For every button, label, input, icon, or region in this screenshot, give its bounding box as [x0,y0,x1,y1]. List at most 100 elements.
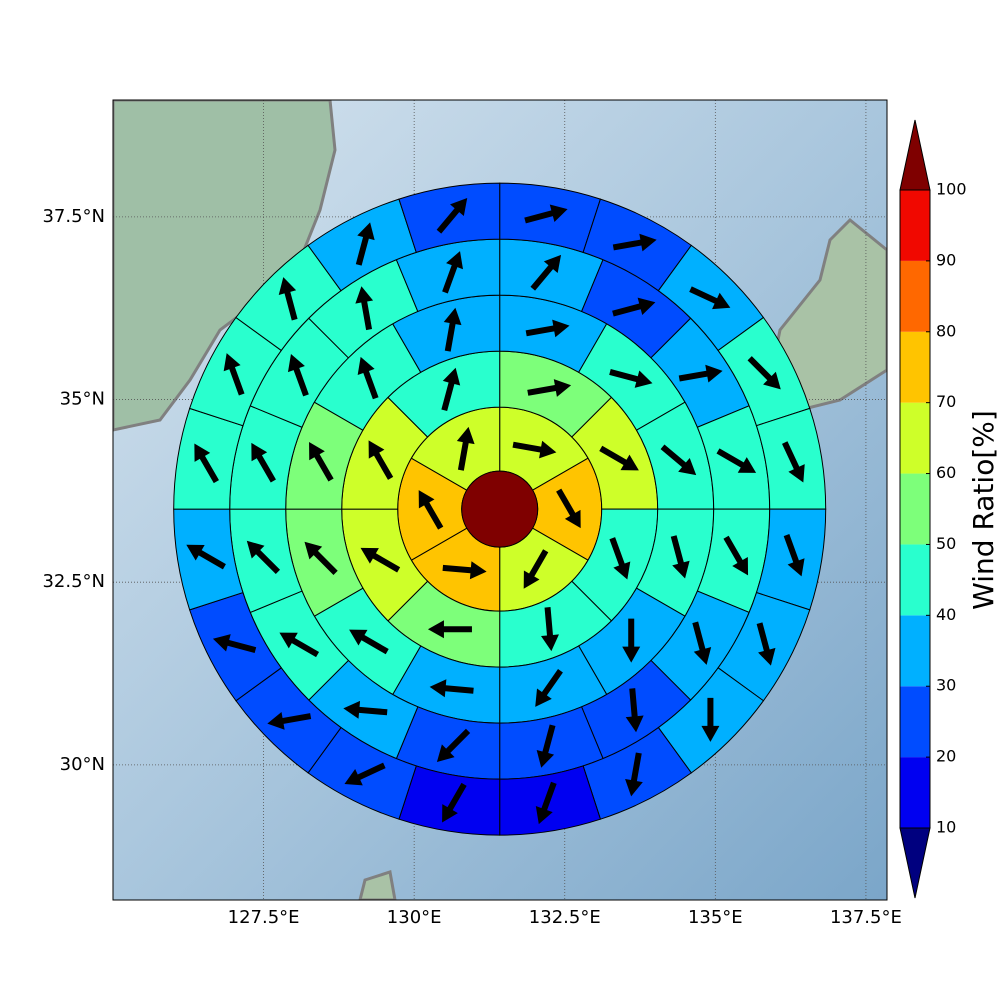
colorbar-tick-label: 90 [936,250,956,269]
wind-arrow [355,286,374,331]
wind-arrow [418,490,444,530]
colorbar-tick-label: 50 [936,534,956,553]
colorbar-bin [900,190,930,261]
wind-arrow [701,697,720,742]
wind-arrow [441,367,461,412]
axes-frame [112,99,888,901]
wind-arrow [267,712,312,730]
wind-arrow [442,782,467,823]
wind-arrow [523,549,549,589]
colorbar-tick-label: 100 [936,180,967,199]
wind-arrow [442,251,463,294]
x-tick-label: 137.5°E [830,907,902,928]
colorbar-tick-label: 70 [936,392,956,411]
wind-arrow [304,541,338,575]
colorbar-bin [900,544,930,616]
wind-arrow [747,356,781,390]
wind-arrow [355,222,375,266]
wind-arrow [783,534,805,577]
wind-arrow [536,724,556,768]
wind-arrow [287,354,309,397]
ticks: 127.5°E 130°E 132.5°E 135°E 137.5°E 30°N 32.5°… [42,206,901,928]
wind-arrow [599,445,639,471]
wind-arrow [442,561,487,580]
wind-arrow [524,204,568,224]
wind-arrow [309,441,334,482]
wind-arrow [612,297,656,317]
colorbar-label: Wind Ratio[%] [967,410,1000,610]
wind-arrow [678,364,723,383]
colorbar-tick-label: 80 [936,321,956,340]
wind-arrow [349,629,389,655]
wind-arrow [660,444,697,476]
wind-arrow [612,233,657,252]
wind-arrow [278,277,298,321]
wind-arrow [360,547,401,573]
wind-arrow [670,535,690,579]
sectors [173,182,827,836]
wind-arrow [782,441,805,483]
wind-arrow [251,442,276,483]
colorbar-bin [900,473,930,545]
colorbar-bin [900,331,930,403]
colorbar-tick-label: 20 [936,747,956,766]
colorbar-tick-label: 40 [936,605,956,624]
wind-arrow [436,728,471,763]
wind-arrow [689,286,731,310]
wind-arrow [756,622,776,666]
wind-arrow [716,448,757,473]
wind-arrow [212,634,257,654]
wind-arrow [357,356,379,400]
x-tick-label: 130°E [387,907,442,928]
colorbar-tick-label: 30 [936,676,956,695]
colorbar-bin [900,402,930,474]
colorbar-bin [900,615,930,687]
wind-arrow [368,440,394,480]
y-tick-label: 30°N [60,754,105,775]
wind-arrow [556,488,581,529]
wind-arrow [427,620,472,639]
colorbar-bin [900,260,930,332]
wind-arrow [344,762,386,786]
wind-arrow [279,632,320,658]
wind-arrow [194,443,219,484]
land [358,870,397,900]
wind-arrow [429,679,474,698]
wind-arrow [456,426,475,471]
wind-arrow [530,254,562,291]
wind-arrow [535,669,563,707]
wind-arrow [343,700,388,719]
x-tick-label: 127.5°E [228,907,300,928]
center-cell [461,470,539,548]
wind-arrow [541,607,559,652]
wind-arrow [443,307,462,352]
wind-arrow [535,781,557,825]
wind-arrow [625,688,644,733]
wind-arrow [246,540,281,575]
colorbar-extend-low [899,827,931,899]
colorbar-tick-label: 60 [936,463,956,482]
colorbar-tick-label: 10 [936,818,956,837]
wind-arrow [223,353,245,396]
wind-arrow [723,535,749,576]
y-tick-label: 35°N [60,389,105,410]
colorbar-frame [899,189,931,829]
wind-arrow [512,440,557,459]
arrows [186,197,805,825]
wind-arrow [622,618,641,663]
x-tick-label: 132.5°E [529,907,601,928]
colorbar-extend-high [899,119,931,191]
y-tick-label: 32.5°N [42,571,105,592]
colorbar-bin [900,757,930,828]
wind-arrow [525,319,570,338]
colorbar-bin [900,686,930,758]
wind-arrow [609,537,631,580]
wind-arrow [625,752,643,797]
wind-arrow [609,369,653,388]
wind-arrow [186,544,226,570]
wind-arrow [692,621,712,665]
wind-arrow [436,197,468,234]
wind-arrow [527,379,572,397]
